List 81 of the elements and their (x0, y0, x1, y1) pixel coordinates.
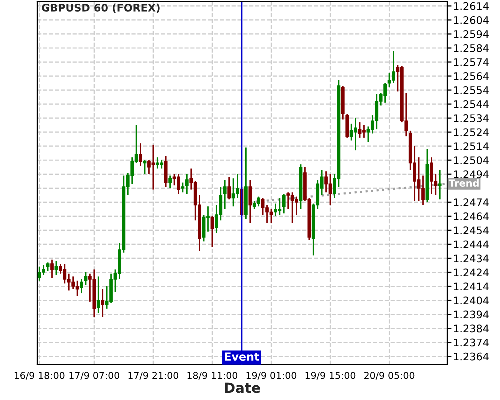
candlestick (328, 174, 332, 206)
candlestick (80, 278, 84, 294)
candlestick (236, 174, 240, 199)
candlestick (63, 263, 67, 284)
x-tick-label: 17/9 21:00 (128, 372, 179, 380)
candlestick (210, 216, 214, 248)
y-tick-label: 1.2414 (454, 282, 489, 290)
y-tick-label: 1.2604 (454, 16, 489, 24)
y-tick-label: 1.2434 (454, 254, 489, 263)
candlestick (156, 156, 160, 170)
candlestick (430, 156, 434, 195)
candlestick (164, 155, 168, 188)
candlestick (261, 198, 265, 216)
candlestick (392, 50, 396, 84)
candlestick (257, 196, 261, 208)
y-tick-label: 1.2564 (454, 72, 489, 80)
candlestick (38, 266, 42, 282)
candlestick (76, 280, 80, 298)
series-label: Trend (448, 179, 479, 188)
y-tick-label: 1.2534 (454, 114, 489, 122)
y-tick-label: 1.2514 (454, 142, 489, 150)
candlestick (202, 214, 206, 242)
candlestick (177, 174, 180, 195)
candlestick (248, 179, 252, 224)
candlestick (168, 175, 172, 190)
candlestick (286, 192, 290, 210)
candlestick (223, 179, 227, 210)
x-tick-label: 20/9 05:00 (364, 372, 415, 380)
y-tick-label: 1.2594 (454, 30, 489, 38)
y-tick-label: 1.2404 (454, 296, 489, 305)
x-tick-label: 17/9 07:00 (70, 372, 120, 380)
candlestick (384, 82, 387, 104)
y-tick-label: 1.2584 (454, 44, 489, 52)
candlestick (278, 198, 282, 216)
y-tick-label: 1.2384 (454, 324, 489, 333)
y-tick-label: 1.2364 (454, 352, 489, 361)
x-axis-title: Date (225, 382, 260, 394)
candlestick (96, 276, 100, 314)
candlestick (388, 72, 392, 88)
y-tick-label: 1.2454 (454, 226, 489, 235)
candlestick (185, 174, 189, 195)
ref-line-label: Event (225, 352, 260, 362)
candlestick (354, 118, 358, 152)
y-tick-label: 1.2424 (454, 268, 489, 276)
candlestick (139, 142, 142, 167)
candlestick (362, 124, 366, 139)
x-tick-label: 18/9 11:00 (188, 372, 238, 380)
x-tick-label: 19/9 15:00 (306, 372, 356, 380)
candlestick (50, 259, 54, 279)
candlestick (101, 288, 105, 318)
candlestick (72, 276, 76, 290)
y-tick-label: 1.2504 (454, 156, 489, 164)
x-tick-label: 19/9 01:00 (246, 372, 297, 380)
candlestick (282, 193, 286, 214)
y-tick-label: 1.2394 (454, 310, 489, 319)
candlestick (375, 94, 379, 130)
candlestick (422, 175, 425, 206)
candlestick (290, 192, 294, 224)
y-tick-label: 1.2544 (454, 100, 489, 108)
x-tick-label: 16/9 18:00 (14, 372, 65, 380)
y-tick-label: 1.2464 (454, 212, 489, 221)
candlestick (67, 273, 71, 292)
y-tick-label: 1.2444 (454, 240, 489, 248)
y-tick-label: 1.2494 (454, 170, 489, 178)
candlestick (54, 260, 58, 276)
candlestick (232, 178, 236, 208)
candlestick (358, 122, 362, 139)
candlestick (438, 169, 442, 200)
candlestick (181, 182, 185, 194)
y-tick-label: 1.2524 (454, 128, 489, 136)
candlestick (228, 176, 232, 200)
candlestick (324, 170, 328, 194)
candlestick (84, 272, 88, 286)
candlestick (270, 208, 274, 224)
y-tick-label: 1.2554 (454, 86, 489, 94)
candlestick (417, 156, 421, 202)
y-tick-label: 1.2474 (454, 198, 489, 206)
y-tick-label: 1.2574 (454, 58, 489, 66)
y-tick-label: 1.2614 (454, 2, 489, 10)
chart-title: GBPUSD 60 (FOREX) (42, 4, 160, 14)
y-tick-label: 1.2374 (454, 338, 489, 347)
